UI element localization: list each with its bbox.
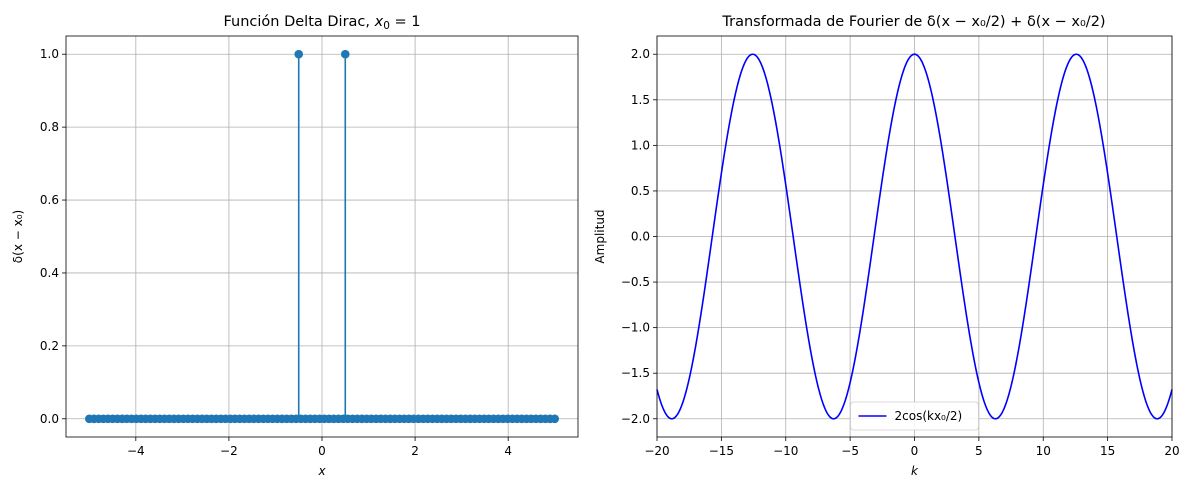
legend-box <box>850 401 979 431</box>
x-tick-label: 2 <box>411 444 419 458</box>
y-tick-label: 0.8 <box>40 120 59 134</box>
fourier-chart-panel: Transformada de Fourier de δ(x − x₀/2) +… <box>593 14 1180 478</box>
title-equals: = 1 <box>390 14 421 30</box>
y-tick-label: 0.6 <box>40 193 59 207</box>
fourier-chart-x-ticks: −20 −15 −10 −5 0 5 10 15 20 <box>644 437 1180 458</box>
x-tick-label: 4 <box>504 444 512 458</box>
y-tick-label: 2.0 <box>631 47 650 61</box>
y-tick-label: 1.5 <box>631 93 650 107</box>
stem-marker-zero <box>550 414 560 424</box>
x-tick-label: −2 <box>220 444 238 458</box>
y-tick-label: 1.0 <box>40 47 59 61</box>
fourier-chart-y-ticks: −2.0 −1.5 −1.0 −0.5 0.0 0.5 1.0 1.5 2.0 <box>621 47 657 426</box>
y-tick-label: 0.0 <box>40 412 59 426</box>
stem-chart-markers <box>84 49 560 424</box>
fourier-chart-x-label: k <box>911 464 919 478</box>
y-tick-label: 0.2 <box>40 339 59 353</box>
legend-entry-label: 2cos(kx₀/2) <box>895 409 963 423</box>
x-tick-label: 0 <box>911 444 919 458</box>
y-tick-label: 1.0 <box>631 138 650 152</box>
stem-chart-grid <box>66 36 578 437</box>
x-tick-label: −20 <box>644 444 669 458</box>
y-tick-label: 0.4 <box>40 266 59 280</box>
stem-chart-x-ticks: −4 −2 0 2 4 <box>127 437 512 458</box>
stem-spike-marker <box>294 49 304 59</box>
y-tick-label: −1.0 <box>621 321 650 335</box>
stem-chart-panel: Función Delta Dirac, x0 = 1 −4 −2 0 2 4 0.00… <box>11 14 579 478</box>
title-subscript: 0 <box>383 20 390 32</box>
legend: 2cos(kx₀/2) <box>850 401 979 431</box>
fourier-series-line <box>656 53 1173 420</box>
y-tick-label: 0.5 <box>631 184 650 198</box>
title-text: Función Delta Dirac, <box>224 14 375 30</box>
x-tick-label: 15 <box>1100 444 1115 458</box>
y-tick-label: −2.0 <box>621 412 650 426</box>
stem-chart-y-label: δ(x − x₀) <box>11 210 25 263</box>
y-tick-label: −0.5 <box>621 275 650 289</box>
x-tick-label: 0 <box>318 444 326 458</box>
x-tick-label: −4 <box>127 444 145 458</box>
fourier-chart-y-label: Amplitud <box>593 209 607 263</box>
stem-chart-x-label: x <box>317 464 326 478</box>
x-tick-label: 20 <box>1164 444 1179 458</box>
title-variable: x <box>374 14 384 30</box>
stem-chart-y-ticks: 0.0 0.2 0.4 0.6 0.8 1.0 <box>40 47 66 426</box>
x-tick-label: −5 <box>841 444 859 458</box>
stem-chart-title: Función Delta Dirac, x0 = 1 <box>224 14 421 32</box>
fourier-chart-title: Transformada de Fourier de δ(x − x₀/2) +… <box>721 14 1105 30</box>
x-tick-label: −15 <box>709 444 734 458</box>
stem-spike-marker <box>340 49 350 59</box>
y-tick-label: 0.0 <box>631 230 650 244</box>
x-tick-label: 5 <box>975 444 983 458</box>
y-tick-label: −1.5 <box>621 366 650 380</box>
x-tick-label: 10 <box>1036 444 1051 458</box>
x-tick-label: −10 <box>773 444 798 458</box>
